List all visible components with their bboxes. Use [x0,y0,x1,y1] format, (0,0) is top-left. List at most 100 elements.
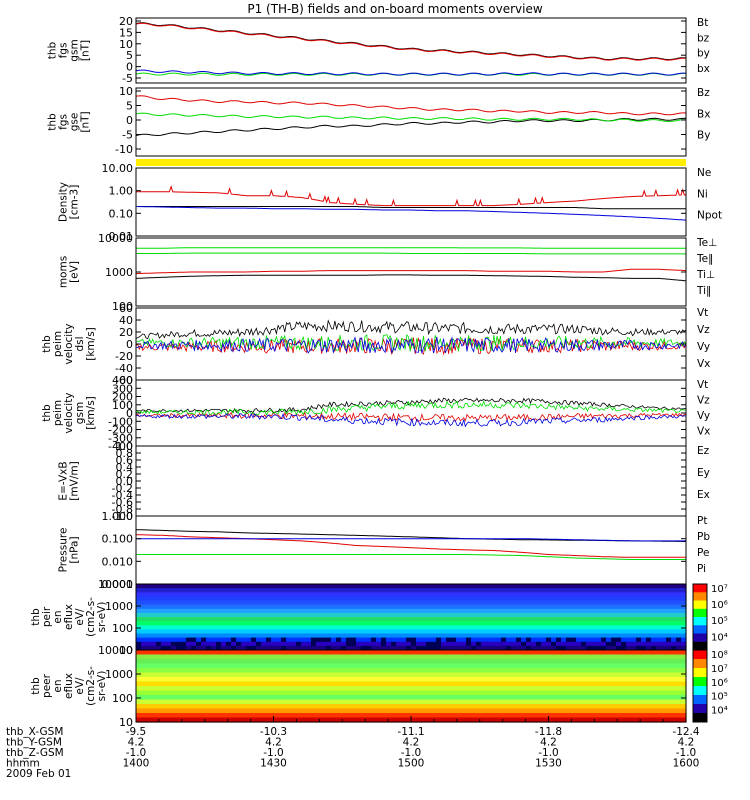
x-axis-value: 4.2 [403,737,420,749]
spectrogram-cell [386,604,392,610]
spectrogram-cell [186,645,192,651]
y-tick-label: 15 [119,26,133,39]
spectrogram-cell [161,668,167,674]
spectrogram-cell [251,704,257,710]
spectrogram-cell [636,592,642,597]
panels: 20151050-5thbfgsgsm[nT]Btbzbybx1050-5-10… [30,15,728,729]
spectrogram-cell [416,708,422,714]
spectrogram-cell [166,592,172,597]
spectrogram-cell [566,690,572,696]
spectrogram-cell [536,596,542,602]
spectrogram-cell [651,621,657,626]
spectrogram-cell [286,617,292,622]
spectrogram-cell [606,713,612,719]
spectrogram-cell [321,699,327,705]
spectrogram-cell [416,637,422,643]
spectrogram-cell [251,588,257,593]
spectrogram-cell [376,663,382,669]
spectrogram-cell [146,625,152,630]
spectrogram-cell [241,708,247,714]
spectrogram-cell [351,681,357,687]
spectrogram-cell [176,625,182,630]
spectrogram-cell [191,604,197,610]
spectrogram-cell [681,621,687,626]
colorbar-tick-label: 10⁷ [711,664,728,675]
spectrogram-cell [576,645,582,651]
spectrogram-cell [336,695,342,701]
spectrogram-cell [181,592,187,597]
spectrogram-cell [211,633,217,639]
spectrogram-cell [171,604,177,610]
series-line-bt [135,22,687,61]
y-axis-label: thbpeimvelocitygsm[km/s] [41,392,97,433]
spectrogram-cell [381,641,387,647]
spectrogram-cell [411,677,417,683]
spectrogram-cell [596,617,602,622]
spectrogram-cell [146,584,152,589]
spectrogram-cell [511,699,517,705]
y-tick-label: -100 [108,415,133,428]
spectrogram-cell [416,641,422,647]
spectrogram-cell [636,654,642,660]
spectrogram-cell [246,612,252,618]
spectrogram-cell [626,695,632,701]
spectrogram-cell [451,654,457,660]
spectrogram-cell [461,708,467,714]
spectrogram-cell [566,677,572,683]
spectrogram-cell [241,717,247,723]
spectrogram-cell [471,617,477,622]
spectrogram-cell [426,672,432,678]
spectrogram-cell [641,641,647,647]
spectrogram-cell [301,695,307,701]
spectrogram-cell [211,672,217,678]
spectrogram-cell [631,633,637,639]
spectrogram-cell [671,654,677,660]
spectrogram-cell [651,612,657,618]
spectrogram-cell [376,672,382,678]
spectrogram-cell [531,600,537,606]
spectrogram-cell [471,668,477,674]
spectrogram-cell [596,713,602,719]
spectrogram-cell [541,625,547,630]
spectrogram-cell [531,604,537,610]
spectrogram-cell [391,629,397,635]
spectrogram-cell [631,686,637,692]
spectrogram-cell [441,641,447,647]
spectrogram-cell [336,659,342,665]
spectrogram-cell [261,654,267,660]
spectrogram-cell [266,629,272,635]
spectrogram-cell [676,625,682,630]
spectrogram-cell [181,641,187,647]
spectrogram-cell [466,672,472,678]
spectrogram-cell [636,629,642,635]
spectrogram-cell [656,708,662,714]
spectrogram-cell [581,668,587,674]
spectrogram-cell [361,592,367,597]
spectrogram-cell [356,650,362,656]
spectrogram-cell [321,663,327,669]
y-tick-label: -5 [122,129,133,142]
spectrogram-cell [251,677,257,683]
y-tick-label: 0.4 [116,461,134,474]
spectrogram-cell [216,704,222,710]
spectrogram-cell [666,637,672,643]
spectrogram-cell [631,654,637,660]
spectrogram-cell [466,604,472,610]
spectrogram-cell [341,600,347,606]
spectrogram-cell [206,659,212,665]
y-tick-label: -400 [108,440,133,453]
spectrogram-cell [676,596,682,602]
spectrogram-cell [571,592,577,597]
spectrogram-cell [311,654,317,660]
spectrogram-cell [446,672,452,678]
x-axis-value: 1600 [673,758,700,770]
spectrogram-cell [201,663,207,669]
spectrogram-cell [306,596,312,602]
panel-5: 6040200-20-40-60thbpeimvelocitydsl[km/s]… [41,302,710,387]
spectrogram-cell [181,704,187,710]
spectrogram-cell [406,663,412,669]
spectrogram-cell [511,681,517,687]
spectrogram-cell [376,617,382,622]
spectrogram-cell [211,625,217,630]
spectrogram-cell [251,617,257,622]
